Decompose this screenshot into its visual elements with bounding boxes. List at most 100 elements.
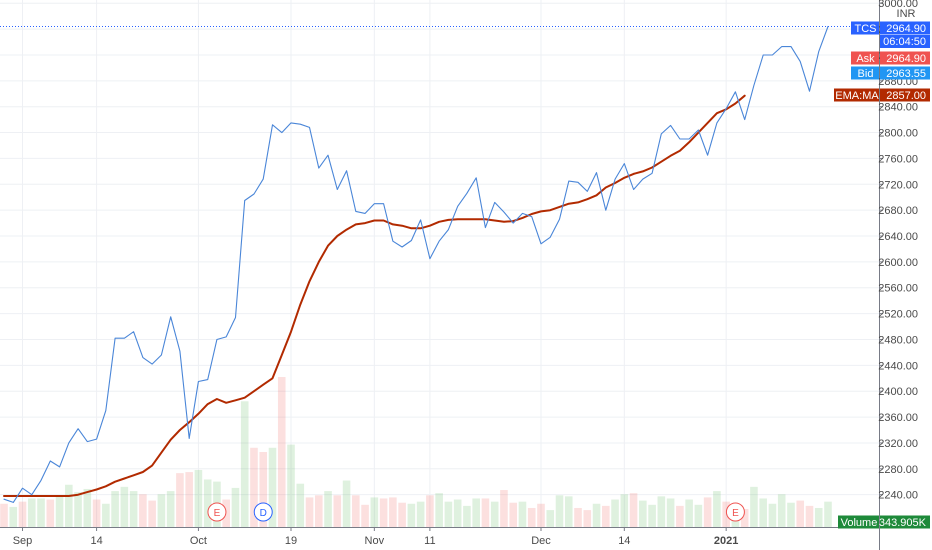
volume-bar — [703, 497, 712, 527]
price-line — [3, 25, 829, 503]
volume-bar — [361, 504, 369, 527]
volume-bar — [602, 505, 610, 527]
volume-bar — [333, 495, 342, 527]
volume-bar — [250, 447, 258, 527]
ema-tag-value: 2857.00 — [886, 90, 926, 102]
y-tick-label: 2520.00 — [878, 309, 918, 321]
volume-bar — [55, 496, 64, 527]
x-tick-label: Dec — [531, 535, 551, 547]
volume-bar — [176, 473, 184, 527]
volume-bar — [713, 491, 721, 527]
grid — [0, 0, 880, 550]
bid-tag-value-box — [880, 66, 930, 80]
volume-bar — [768, 503, 777, 527]
ema-line-group — [3, 94, 746, 497]
volume-bar — [83, 488, 92, 527]
y-tick-label: 2760.00 — [878, 153, 918, 165]
volume-bar — [379, 498, 388, 527]
volume-bar — [324, 491, 332, 527]
y-tick-label: 2360.00 — [878, 412, 918, 424]
volume-bar — [342, 480, 351, 527]
volume-bar — [694, 504, 703, 527]
volume-bar — [268, 447, 277, 527]
x-tick-label: 14 — [618, 535, 630, 547]
event-marker — [207, 502, 227, 522]
volume-bar — [129, 491, 138, 527]
volume-bar — [314, 495, 323, 527]
y-tick-label: 2400.00 — [878, 386, 918, 398]
volume-bar — [305, 497, 314, 527]
volume-bar — [666, 498, 675, 527]
volume-bar — [750, 486, 758, 527]
volume-bar — [120, 486, 129, 527]
volume-bar — [759, 498, 767, 527]
y-tick-label: 2480.00 — [878, 334, 918, 346]
last-price-tag-value-box — [880, 21, 930, 35]
volume-bars — [0, 377, 832, 527]
volume-bar — [37, 498, 45, 527]
volume-bar — [564, 496, 573, 527]
volume-bar — [740, 509, 749, 527]
volume-bar — [398, 502, 406, 527]
ema-tag-label-box — [834, 88, 879, 102]
volume-bar — [46, 499, 55, 527]
ema-tag-value-box — [880, 88, 930, 102]
volume-bar — [453, 499, 462, 527]
volume-bar — [157, 494, 166, 527]
volume-bar — [287, 444, 295, 527]
x-tick-label: 11 — [424, 535, 435, 547]
volume-bar — [500, 490, 508, 527]
ema-line — [3, 94, 746, 497]
y-tick-label: 2560.00 — [878, 283, 918, 295]
volume-bar — [9, 506, 18, 527]
volume-bar — [111, 491, 119, 527]
time-axis[interactable]: Sep 14 Oct 19 Nov 11 Dec 14 2021 — [13, 527, 739, 547]
volume-bar — [722, 501, 730, 527]
volume-bar — [685, 499, 693, 527]
bid-tag-label: Bid — [858, 68, 874, 80]
ask-tag-value-box — [880, 51, 930, 65]
y-tick-label: 2600.00 — [878, 257, 918, 269]
volume-bar — [296, 483, 305, 527]
volume-bar — [240, 401, 249, 527]
ask-tag-label: Ask — [856, 53, 875, 65]
volume-bar — [805, 505, 814, 527]
volume-bar — [435, 493, 443, 527]
y-tick-label: 3000.00 — [878, 0, 918, 10]
volume-bar — [629, 493, 638, 527]
volume-bar — [546, 510, 555, 527]
bid-tag-value: 2963.55 — [886, 68, 926, 80]
volume-bar — [27, 498, 36, 527]
event-marker-label: E — [214, 508, 221, 519]
x-tick-label: 19 — [285, 535, 297, 547]
x-tick-label: Nov — [365, 535, 385, 547]
volume-bar — [407, 503, 416, 527]
volume-bar — [824, 501, 832, 527]
volume-bar — [389, 497, 397, 527]
volume-bar — [203, 479, 212, 527]
volume-bar — [185, 472, 193, 527]
y-tick-label: 2640.00 — [878, 231, 918, 243]
x-tick-label: 2021 — [714, 535, 738, 547]
currency-label: INR — [897, 8, 916, 20]
y-tick-label: 2280.00 — [878, 464, 918, 476]
volume-bar — [92, 499, 101, 527]
volume-bar — [657, 496, 666, 527]
y-tick-label: 2720.00 — [878, 179, 918, 191]
volume-bar — [0, 503, 8, 527]
volume-bar — [18, 501, 27, 527]
countdown-label: 06:04:50 — [883, 36, 926, 48]
event-marker — [725, 502, 745, 522]
volume-bar — [787, 502, 795, 527]
volume-bar — [102, 503, 110, 527]
volume-bar — [555, 495, 564, 527]
volume-bar — [352, 495, 360, 527]
volume-bar — [426, 495, 434, 527]
volume-bar — [796, 500, 805, 527]
volume-bar — [139, 494, 147, 527]
event-marker-label: D — [260, 508, 267, 519]
volume-tag-value: 343.905K — [879, 517, 927, 529]
